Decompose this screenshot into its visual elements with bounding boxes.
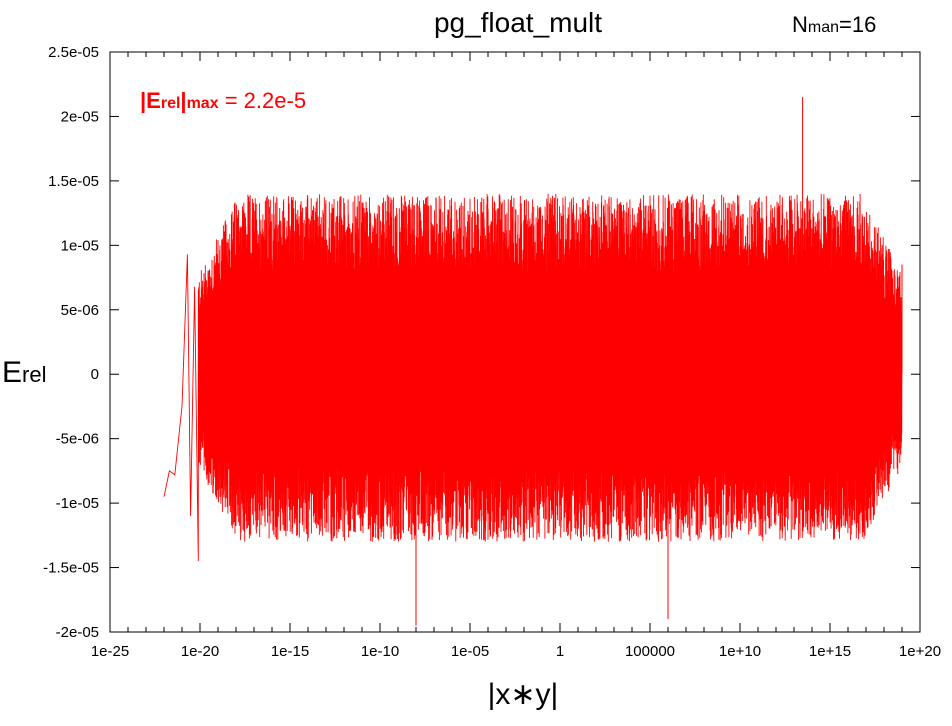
ylabel-main: E [2, 356, 22, 389]
tick-labels-layer: 2.5e-05 2e-05 1.5e-05 1e-05 5e-06 0 -5e-06 -1e-… [43, 44, 941, 660]
x-tick-label: 1e+10 [719, 643, 761, 660]
x-tick-label: 1e+15 [809, 643, 851, 660]
nman-sub: man [808, 19, 839, 36]
plot-frame [109, 51, 921, 633]
max-error-annotation: |Erel|max = 2.2e-5 [140, 88, 306, 113]
y-tick-label: -2e-05 [56, 624, 99, 641]
x-tick-label: 1 [556, 643, 564, 660]
ylabel-sub: rel [22, 362, 46, 387]
x-tick-label: 1e-25 [91, 643, 129, 660]
ticks-layer [109, 51, 921, 633]
nman-label: Nman=16 [792, 12, 876, 37]
y-tick-label: -1e-05 [56, 495, 99, 512]
y-tick-label: -1.5e-05 [43, 560, 99, 577]
series-layer [163, 97, 903, 626]
x-tick-label: 1e-15 [271, 643, 309, 660]
x-axis-label: |x∗y| [488, 678, 559, 711]
y-tick-label: 1e-05 [61, 237, 99, 254]
y-tick-label: 5e-06 [61, 302, 99, 319]
y-tick-label: 2e-05 [61, 108, 99, 125]
annot-main: |E [140, 88, 161, 113]
y-tick-label: 2.5e-05 [48, 44, 99, 61]
x-tick-label: 1e-10 [361, 643, 399, 660]
x-tick-label: 1e+20 [899, 643, 941, 660]
error-series-line [163, 193, 903, 562]
chart-title: pg_float_mult [434, 7, 602, 38]
x-tick-label: 1e-05 [451, 643, 489, 660]
x-tick-label: 1e-20 [181, 643, 219, 660]
nman-main: N [792, 12, 808, 37]
annot-mid: | [180, 88, 186, 113]
nman-value: =16 [839, 12, 876, 37]
annot-value: = 2.2e-5 [219, 88, 306, 113]
annot-sub2: max [187, 95, 219, 112]
x-tick-label: 100000 [625, 643, 675, 660]
y-tick-label: 0 [91, 366, 99, 383]
y-axis-label: Erel [2, 356, 46, 389]
y-tick-label: 1.5e-05 [48, 173, 99, 190]
annot-sub1: rel [161, 95, 181, 112]
y-tick-label: -5e-06 [56, 431, 99, 448]
